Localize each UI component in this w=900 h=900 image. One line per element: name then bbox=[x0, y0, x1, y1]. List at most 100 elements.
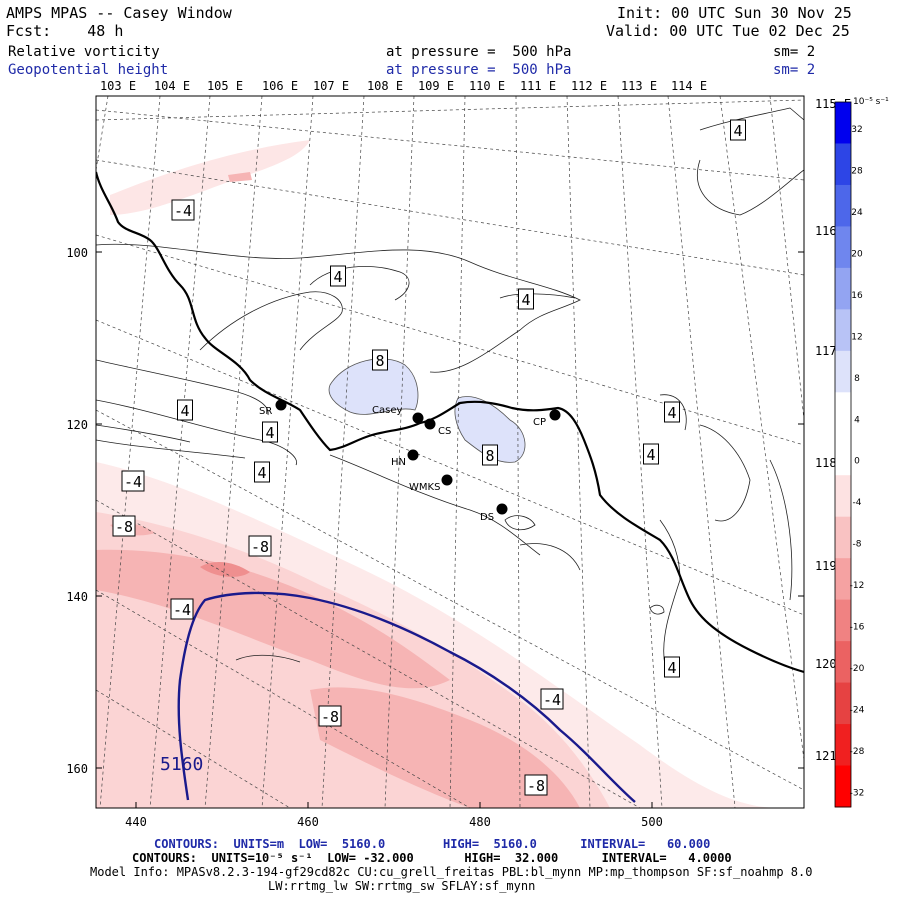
colorbar-level: 12 bbox=[851, 332, 862, 342]
top-lon-label: 103 E bbox=[100, 79, 136, 93]
vorticity-label: 8 bbox=[375, 352, 384, 370]
x-tick-label: 440 bbox=[125, 815, 147, 829]
colorbar-level: -20 bbox=[850, 664, 865, 674]
y-tick-label: 160 bbox=[66, 762, 88, 776]
top-lon-label: 111 E bbox=[520, 79, 556, 93]
top-lon-label: 108 E bbox=[367, 79, 403, 93]
y-tick-label: 120 bbox=[66, 418, 88, 432]
vorticity-label-box bbox=[170, 598, 194, 620]
negative-vorticity-fill bbox=[96, 140, 780, 808]
top-lon-label: 107 E bbox=[313, 79, 349, 93]
valid-time: Valid: 00 UTC Tue 02 Dec 25 bbox=[606, 22, 850, 40]
colorbar-level: -12 bbox=[850, 581, 865, 591]
top-lon-label: 114 E bbox=[671, 79, 707, 93]
vorticity-label-box bbox=[372, 349, 388, 371]
colorbar: 10⁻⁵ s⁻¹ 32 28 24 20 16 12 8 4 0 -4 -8 -12 -16 -20 -24 -… bbox=[834, 97, 889, 808]
colorbar-segment bbox=[835, 475, 851, 518]
field1-name: Relative vorticity bbox=[8, 44, 160, 60]
vorticity-label: 4 bbox=[521, 291, 530, 309]
colorbar-level: 32 bbox=[851, 125, 862, 135]
vorticity-label: 4 bbox=[667, 404, 676, 422]
y-tick-label: 100 bbox=[66, 246, 88, 260]
colorbar-unit: 10⁻⁵ s⁻¹ bbox=[853, 97, 889, 107]
colorbar-level: -4 bbox=[853, 498, 862, 508]
colorbar-segment bbox=[835, 350, 851, 393]
colorbar-level: 8 bbox=[854, 374, 860, 384]
colorbar-level: 20 bbox=[851, 249, 863, 259]
vorticity-label: -4 bbox=[174, 202, 192, 220]
vorticity-labels: 4 -4 4 4 8 4 4 4 4 -4 8 4 -8 -8 -4 4 -4 -8 -8 bbox=[112, 119, 746, 796]
vorticity-label-box bbox=[254, 461, 270, 483]
map-title: AMPS MPAS -- Casey Window bbox=[6, 4, 232, 22]
model-info-physics: LW:rrtmg_lw SW:rrtmg_sw SFLAY:sf_mynn bbox=[268, 879, 536, 893]
model-info: Model Info: MPASv8.2.3-194-gf29cd82c CU:… bbox=[90, 865, 813, 879]
vorticity-label: 4 bbox=[265, 424, 274, 442]
vorticity-label-box bbox=[171, 199, 195, 221]
top-lon-label: 112 E bbox=[571, 79, 607, 93]
station-marker bbox=[407, 449, 419, 461]
colorbar-level: -24 bbox=[850, 706, 865, 716]
stations: SR Casey CS CP HN WMKS DS bbox=[259, 399, 561, 523]
height-contour-label: 5160 bbox=[160, 754, 203, 775]
colorbar-frame bbox=[834, 101, 852, 808]
y-tick-label: 140 bbox=[66, 590, 88, 604]
plot-frame bbox=[95, 95, 805, 809]
station-marker bbox=[424, 418, 436, 430]
field2-name: Geopotential height bbox=[8, 62, 169, 78]
forecast-hour: Fcst: 48 h bbox=[6, 22, 124, 40]
colorbar-segment bbox=[835, 516, 851, 559]
station-label: HN bbox=[391, 457, 406, 468]
vorticity-label-box bbox=[248, 535, 272, 557]
colorbar-segment bbox=[835, 724, 851, 767]
colorbar-segment bbox=[835, 765, 851, 808]
top-lon-label: 113 E bbox=[621, 79, 657, 93]
top-lon-label: 105 E bbox=[207, 79, 243, 93]
colorbar-segment bbox=[835, 433, 851, 476]
colorbar-segment bbox=[835, 682, 851, 725]
vorticity-label-box bbox=[262, 421, 278, 443]
x-tick-label: 500 bbox=[641, 815, 663, 829]
vorticity-label: -8 bbox=[115, 518, 133, 536]
colorbar-level: -28 bbox=[850, 747, 865, 757]
top-lon-label: 106 E bbox=[262, 79, 298, 93]
colorbar-segment bbox=[835, 226, 851, 269]
colorbar-level: -8 bbox=[853, 540, 862, 550]
vorticity-label-box bbox=[730, 119, 746, 141]
vorticity-label: -8 bbox=[321, 708, 339, 726]
station-label: WMKS bbox=[409, 482, 440, 493]
vorticity-label-box bbox=[318, 705, 342, 727]
vorticity-label: 4 bbox=[333, 268, 342, 286]
vorticity-label-box bbox=[518, 288, 534, 310]
station-marker bbox=[549, 409, 561, 421]
vorticity-label: -4 bbox=[543, 691, 561, 709]
vorticity-label: 4 bbox=[257, 464, 266, 482]
vorticity-label: -8 bbox=[527, 777, 545, 795]
colorbar-level: 28 bbox=[851, 166, 863, 176]
vorticity-label-box bbox=[112, 515, 136, 537]
top-lon-label: 109 E bbox=[418, 79, 454, 93]
colorbar-segment bbox=[835, 392, 851, 435]
vorticity-label: 4 bbox=[646, 446, 655, 464]
vorticity-label: -8 bbox=[251, 538, 269, 556]
height-contour-5160 bbox=[177, 591, 636, 803]
x-tick-label: 460 bbox=[297, 815, 319, 829]
x-tick-label: 480 bbox=[469, 815, 491, 829]
colorbar-segment bbox=[835, 143, 851, 186]
positive-vorticity-fill bbox=[328, 358, 526, 463]
vorticity-label: 4 bbox=[180, 402, 189, 420]
vorticity-label: 8 bbox=[485, 447, 494, 465]
vorticity-label-box bbox=[524, 774, 548, 796]
colorbar-segment bbox=[835, 102, 851, 144]
station-label: Casey bbox=[372, 405, 402, 416]
station-marker bbox=[412, 412, 424, 424]
top-lon-label: 104 E bbox=[154, 79, 190, 93]
field1-smoothing: sm= 2 bbox=[773, 44, 816, 60]
height-contour-info: CONTOURS: UNITS=m LOW= 5160.0 HIGH= 5160… bbox=[154, 837, 711, 851]
colorbar-segment bbox=[835, 184, 851, 227]
colorbar-level: 0 bbox=[854, 457, 860, 467]
station-label: CP bbox=[533, 417, 546, 428]
graticule bbox=[96, 96, 804, 808]
colorbar-segment bbox=[835, 599, 851, 642]
init-time: Init: 00 UTC Sun 30 Nov 25 bbox=[617, 4, 852, 22]
top-lon-label: 110 E bbox=[469, 79, 505, 93]
